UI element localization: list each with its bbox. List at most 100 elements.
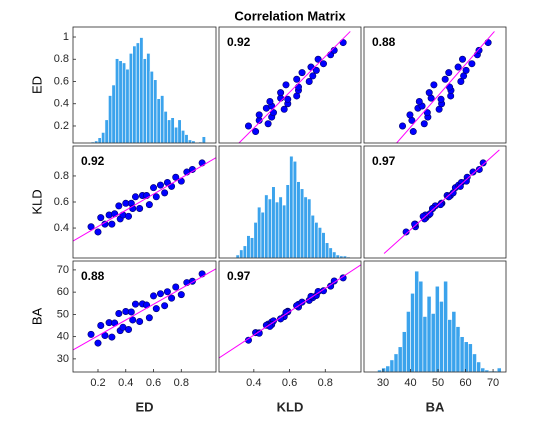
- scatter-point: [198, 159, 206, 167]
- scatter-point: [468, 60, 476, 68]
- histogram-bar: [146, 53, 151, 143]
- scatter-point: [445, 193, 453, 201]
- histogram-bar: [170, 117, 175, 143]
- scatter-point: [475, 165, 483, 173]
- panel-frame: [218, 145, 362, 259]
- scatter-point: [131, 300, 139, 308]
- x-variable-label: ED: [135, 399, 153, 414]
- histogram-bar: [201, 136, 206, 143]
- y-variable-label: BA: [29, 308, 44, 326]
- panel-frame: [72, 260, 217, 373]
- histogram-bar: [321, 232, 326, 258]
- histogram-bar: [314, 222, 319, 258]
- histogram-bar: [174, 126, 179, 143]
- y-tick-label: 70: [57, 264, 69, 276]
- x-variable-label: KLD: [277, 399, 304, 414]
- scatter-point: [163, 288, 171, 296]
- scatter-point: [330, 277, 338, 285]
- histogram-bar: [128, 53, 133, 143]
- x-tick-label: 0.4: [118, 377, 133, 389]
- histogram-bar: [132, 45, 137, 143]
- scatter-point: [172, 173, 180, 181]
- scatter-point: [125, 326, 133, 334]
- histogram-bar: [328, 247, 333, 258]
- scatter-point: [94, 339, 102, 347]
- histogram-bar: [393, 353, 399, 372]
- scatter-point: [446, 83, 454, 91]
- scatter-point: [264, 120, 272, 128]
- panel: [90, 37, 206, 143]
- histogram-bar: [443, 280, 448, 372]
- scatter-point: [87, 330, 95, 338]
- scatter-point: [459, 55, 467, 63]
- scatter-point: [136, 318, 144, 326]
- fit-line: [73, 268, 216, 351]
- scatter-point: [327, 282, 335, 290]
- scatter-point: [129, 316, 137, 324]
- histogram-bar: [381, 367, 387, 372]
- scatter-point: [454, 63, 462, 71]
- x-tick-label: 40: [404, 377, 416, 389]
- histogram-bar: [389, 359, 395, 372]
- scatter-point: [150, 292, 158, 300]
- scatter-point: [314, 287, 322, 295]
- histogram-bar: [397, 346, 403, 372]
- histogram-bar: [239, 249, 244, 258]
- scatter-point: [293, 75, 301, 83]
- scatter-point: [423, 109, 431, 117]
- scatter-point: [150, 184, 158, 192]
- histogram-bar: [335, 254, 340, 258]
- scatter-point: [244, 122, 252, 130]
- x-tick-label: 60: [459, 377, 471, 389]
- histogram-bar: [278, 196, 283, 258]
- histogram-bar: [260, 211, 265, 258]
- panel: [235, 155, 351, 258]
- fit-line: [73, 157, 216, 242]
- histogram-bar: [108, 95, 113, 143]
- scatter-point: [430, 81, 438, 89]
- histogram-bar: [463, 341, 469, 372]
- histogram-bar: [253, 222, 258, 258]
- scatter-point: [131, 193, 139, 201]
- y-tick-label: 0.4: [54, 222, 69, 234]
- scatter-point: [409, 128, 417, 136]
- scatter-point: [462, 177, 470, 185]
- scatter-point: [294, 83, 302, 91]
- scatter-point: [161, 189, 169, 197]
- chart-title: Correlation Matrix: [234, 8, 346, 23]
- scatter-point: [298, 69, 306, 77]
- scatter-point: [136, 205, 144, 213]
- y-tick-label: 30: [57, 353, 69, 365]
- scatter-point: [115, 202, 123, 210]
- histogram-bar: [455, 326, 461, 372]
- scatter-point: [475, 46, 483, 54]
- histogram-bar: [422, 316, 428, 372]
- correlation-label: 0.88: [81, 269, 105, 283]
- histogram-bar: [285, 184, 290, 258]
- scatter-point: [449, 189, 457, 197]
- x-tick-label: 30: [377, 377, 389, 389]
- scatter-point: [284, 95, 292, 103]
- histogram-bar: [274, 201, 280, 258]
- y-tick-label: 0.6: [54, 75, 69, 87]
- histogram-bar: [451, 311, 457, 372]
- correlation-label: 0.92: [81, 154, 105, 168]
- histogram-bar: [434, 285, 440, 372]
- histogram-bar: [177, 119, 182, 143]
- histogram-bar: [191, 140, 196, 143]
- scatter-point: [437, 95, 445, 103]
- correlation-label: 0.97: [372, 154, 396, 168]
- histogram-bar: [385, 365, 391, 372]
- scatter-point: [406, 111, 414, 119]
- scatter-point: [437, 201, 445, 209]
- panel: [238, 31, 351, 143]
- histogram-bar: [135, 42, 140, 143]
- scatter-point: [419, 212, 427, 220]
- histogram-bar: [472, 353, 477, 372]
- histogram-bar: [310, 214, 315, 258]
- histogram-bar: [480, 367, 486, 372]
- y-variable-label: KLD: [29, 189, 44, 214]
- histogram-bar: [426, 296, 432, 372]
- scatter-point: [145, 201, 153, 209]
- histogram-bar: [187, 139, 193, 143]
